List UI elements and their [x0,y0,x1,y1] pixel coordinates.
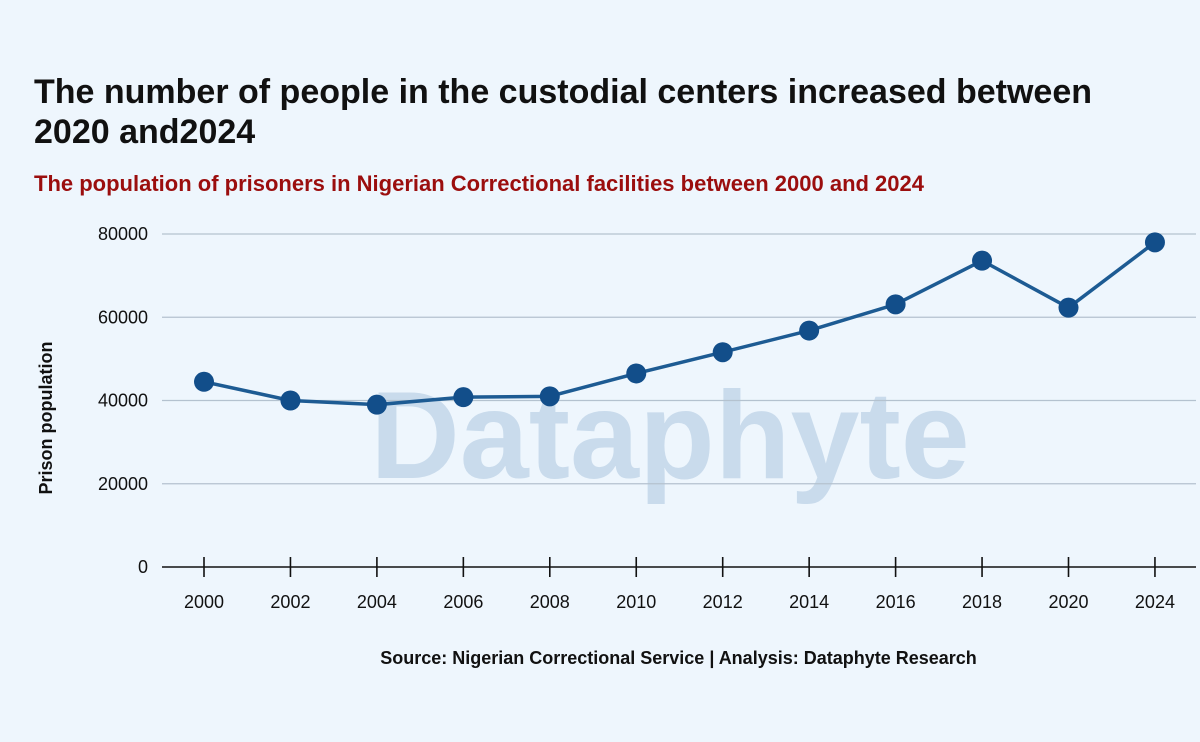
x-tick-label: 2004 [357,592,397,612]
data-point [1058,297,1079,318]
x-tick-label: 2014 [789,592,829,612]
data-point [972,250,993,271]
x-tick-label: 2024 [1135,592,1175,612]
gridlines [162,233,1196,485]
data-point [366,394,387,415]
data-point [799,320,820,341]
x-tick-label: 2006 [443,592,483,612]
series [194,232,1165,415]
x-tick-label: 2000 [184,592,224,612]
data-point [194,371,214,392]
y-tick-label: 20000 [98,474,148,494]
y-tick-label: 80000 [98,224,148,244]
source-note: Source: Nigerian Correctional Service | … [380,648,977,668]
y-axis-ticks: 0 20000 40000 60000 80000 [98,224,148,577]
x-tick-label: 2010 [616,592,656,612]
data-point [1144,232,1165,253]
x-tick-label: 2002 [270,592,310,612]
x-tick-label: 2020 [1048,592,1088,612]
x-tick-label: 2018 [962,592,1002,612]
data-point [453,387,474,408]
chart-title: The number of people in the custodial ce… [34,73,1093,151]
x-tick-label: 2008 [530,592,570,612]
y-tick-label: 40000 [98,391,148,411]
series-line [203,240,1157,407]
x-tick-label: 2012 [703,592,743,612]
x-tick-label: 2016 [876,592,916,612]
y-tick-label: 60000 [98,307,148,327]
chart-subtitle: The population of prisoners in Nigerian … [34,171,925,196]
data-point [712,342,733,363]
y-axis-label: Prison population [36,342,56,495]
y-tick-label: 0 [138,557,148,577]
data-point [539,386,560,407]
data-point [885,294,906,315]
x-axis: 2000 2002 2004 2006 2008 2010 2012 2014 2016 2018… [162,557,1196,612]
data-point [280,390,301,411]
data-point [626,363,647,384]
